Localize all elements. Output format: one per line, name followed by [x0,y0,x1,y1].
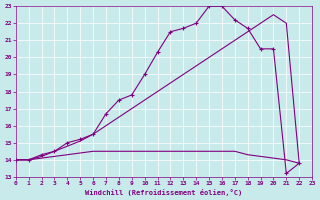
X-axis label: Windchill (Refroidissement éolien,°C): Windchill (Refroidissement éolien,°C) [85,189,243,196]
